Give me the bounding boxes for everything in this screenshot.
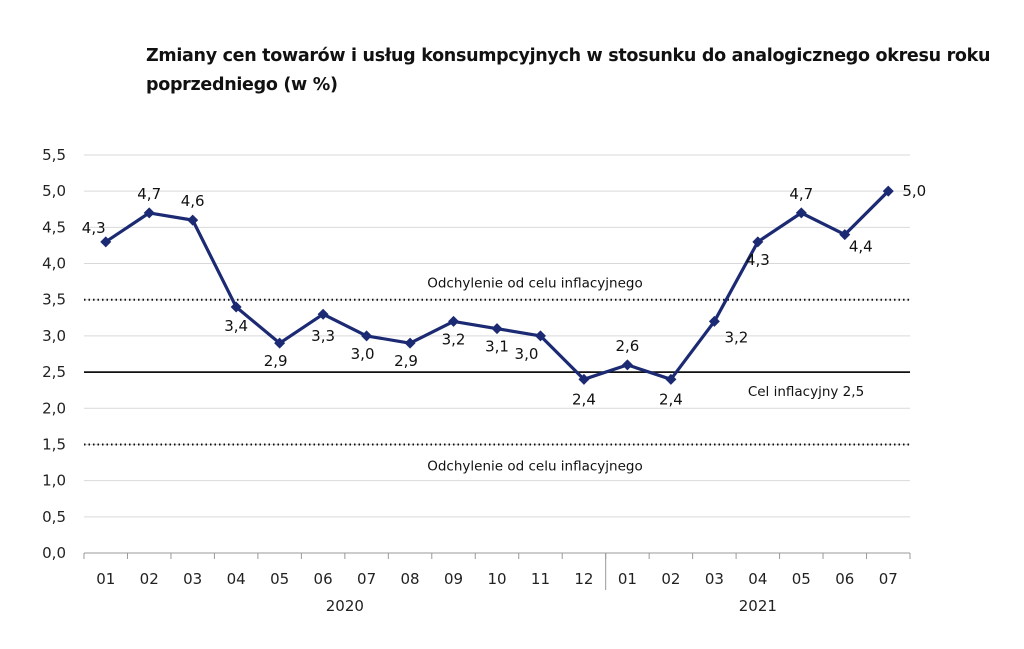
data-point [100, 236, 112, 248]
data-label: 3,0 [351, 345, 375, 363]
data-point [795, 207, 807, 219]
data-labels: 4,3 4,7 4,6 3,4 2,9 3,3 3,0 2,9 3,2 3,1 3,0 2,4 2,6 2… [82, 182, 926, 408]
data-point [274, 337, 286, 349]
data-point [361, 330, 373, 342]
y-tick-label: 5,0 [42, 182, 66, 200]
data-label: 3,3 [311, 327, 335, 345]
deviation-label: Odchylenie od celu inflacyjnego [427, 276, 643, 292]
data-label: 4,7 [137, 185, 161, 203]
data-label: 2,4 [659, 390, 683, 408]
x-tick-label: 04 [227, 570, 246, 588]
y-tick-label: 2,0 [42, 399, 66, 417]
chart-title: Zmiany cen towarów i usług konsumpcyjnyc… [146, 46, 991, 95]
data-label: 3,2 [442, 330, 466, 348]
data-label: 4,3 [82, 219, 106, 237]
data-label: 2,9 [394, 352, 418, 370]
y-tick-label: 1,5 [42, 435, 66, 453]
data-label: 2,4 [572, 390, 596, 408]
data-point [752, 236, 764, 248]
y-tick-label: 3,5 [42, 291, 66, 309]
data-label: 2,9 [264, 352, 288, 370]
x-tick-label: 01 [618, 570, 637, 588]
year-label: 2021 [739, 597, 777, 615]
x-tick-label: 10 [487, 570, 506, 588]
data-point [317, 308, 329, 320]
reference-lines: Odchylenie od celu inflacyjnego Cel infla… [84, 276, 910, 474]
y-tick-label: 0,0 [42, 544, 66, 562]
x-tick-label: 04 [748, 570, 767, 588]
x-tick-label: 05 [792, 570, 811, 588]
x-tick-label: 11 [531, 570, 550, 588]
target-label: Cel inflacyjny 2,5 [748, 384, 864, 400]
data-label: 4,6 [181, 192, 205, 210]
data-label: 3,0 [515, 345, 539, 363]
x-tick-label: 12 [574, 570, 593, 588]
data-point [578, 373, 590, 385]
x-tick-label: 02 [661, 570, 680, 588]
y-tick-label: 4,0 [42, 255, 66, 273]
data-point [404, 337, 416, 349]
y-tick-label: 2,5 [42, 363, 66, 381]
data-point [882, 185, 894, 197]
data-point [448, 315, 460, 327]
x-tick-label: 03 [705, 570, 724, 588]
y-tick-label: 1,0 [42, 472, 66, 490]
x-tick-label: 08 [401, 570, 420, 588]
data-label: 4,4 [849, 238, 873, 256]
data-point [143, 207, 155, 219]
data-point [534, 330, 546, 342]
data-point [491, 323, 503, 335]
data-label: 3,2 [724, 328, 748, 346]
x-tick-label: 07 [357, 570, 376, 588]
y-tick-label: 5,5 [42, 146, 66, 164]
axes: 0,0 0,5 1,0 1,5 2,0 2,5 3,0 3,5 4,0 4,5 5,0 5,5 01 02… [42, 146, 911, 615]
data-point [230, 301, 242, 313]
x-tick-label: 01 [96, 570, 115, 588]
x-tick-label: 02 [140, 570, 159, 588]
data-point [665, 373, 677, 385]
y-tick-label: 0,5 [42, 508, 66, 526]
year-label: 2020 [326, 597, 364, 615]
x-tick-label: 06 [835, 570, 854, 588]
data-point [187, 214, 199, 226]
data-label: 3,1 [485, 338, 509, 356]
x-tick-label: 03 [183, 570, 202, 588]
y-tick-label: 4,5 [42, 218, 66, 236]
x-tick-label: 05 [270, 570, 289, 588]
data-label: 3,4 [224, 317, 248, 335]
gridlines [84, 154, 910, 518]
data-point [621, 359, 633, 371]
data-series [100, 185, 894, 385]
data-label: 2,6 [615, 337, 639, 355]
data-label: 4,3 [746, 251, 770, 269]
data-label: 5,0 [902, 182, 926, 200]
y-tick-label: 3,0 [42, 327, 66, 345]
data-point [708, 315, 720, 327]
data-point [839, 229, 851, 241]
x-tick-label: 09 [444, 570, 463, 588]
x-tick-label: 07 [879, 570, 898, 588]
x-tick-label: 06 [314, 570, 333, 588]
deviation-label: Odchylenie od celu inflacyjnego [427, 458, 643, 474]
data-label: 4,7 [789, 185, 813, 203]
